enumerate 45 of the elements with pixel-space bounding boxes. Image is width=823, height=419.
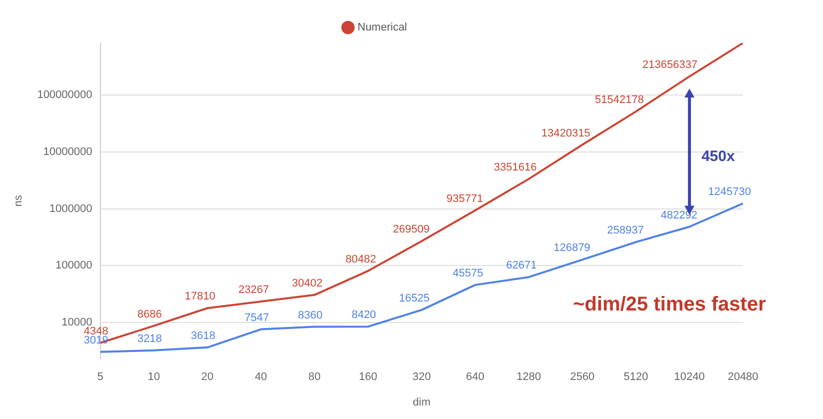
data-label: 17810 (184, 290, 216, 303)
x-axis-title: dim (412, 396, 430, 408)
x-tick-label: 1280 (516, 371, 541, 384)
y-tick-label: 100000000 (37, 89, 92, 102)
data-label: 62671 (506, 260, 537, 272)
x-tick-label: 320 (412, 371, 431, 384)
data-label: 1245730 (708, 186, 751, 198)
data-label: 30402 (292, 277, 323, 290)
legend-label: Numerical (357, 22, 408, 34)
data-label: 258937 (607, 224, 644, 237)
x-tick-label: 80 (308, 371, 321, 384)
x-tick-label: 5120 (624, 371, 648, 384)
data-label: 80482 (345, 253, 376, 266)
annotation: ~dim/25 times faster (573, 293, 766, 316)
data-label: 8420 (352, 309, 376, 322)
x-tick-label: 2560 (570, 371, 595, 384)
data-label: 213656337 (642, 59, 698, 71)
x-tick-label: 40 (254, 371, 268, 384)
data-label: 3351616 (494, 161, 537, 174)
annotation: 450x (701, 148, 736, 165)
x-tick-label: 10 (148, 371, 160, 384)
data-label: 8686 (137, 308, 162, 320)
y-tick-label: 10000000 (43, 146, 92, 158)
data-label: 45575 (452, 267, 484, 280)
data-label: 23267 (238, 284, 269, 296)
x-tick-label: 160 (358, 371, 378, 384)
data-label: 51542178 (594, 94, 644, 106)
data-label: 935771 (446, 192, 484, 205)
y-axis-title: ns (12, 194, 25, 207)
y-tick-label: 100000 (56, 260, 92, 272)
data-label: 16525 (399, 292, 430, 304)
x-tick-label: 5 (97, 371, 104, 384)
data-label: 8360 (298, 309, 323, 322)
data-label: 3618 (190, 330, 216, 342)
x-tick-label: 20480 (728, 371, 758, 384)
data-label: 126879 (554, 242, 590, 254)
y-tick-label: 1000000 (49, 202, 92, 215)
data-label: 482292 (660, 209, 698, 222)
x-tick-label: 20 (201, 371, 214, 384)
data-label: 13420315 (541, 127, 590, 140)
x-tick-label: 640 (466, 371, 484, 384)
x-tick-label: 10240 (674, 371, 705, 384)
data-label: 269509 (392, 224, 430, 236)
data-label: 3218 (137, 332, 162, 345)
data-label: 7547 (244, 312, 269, 324)
